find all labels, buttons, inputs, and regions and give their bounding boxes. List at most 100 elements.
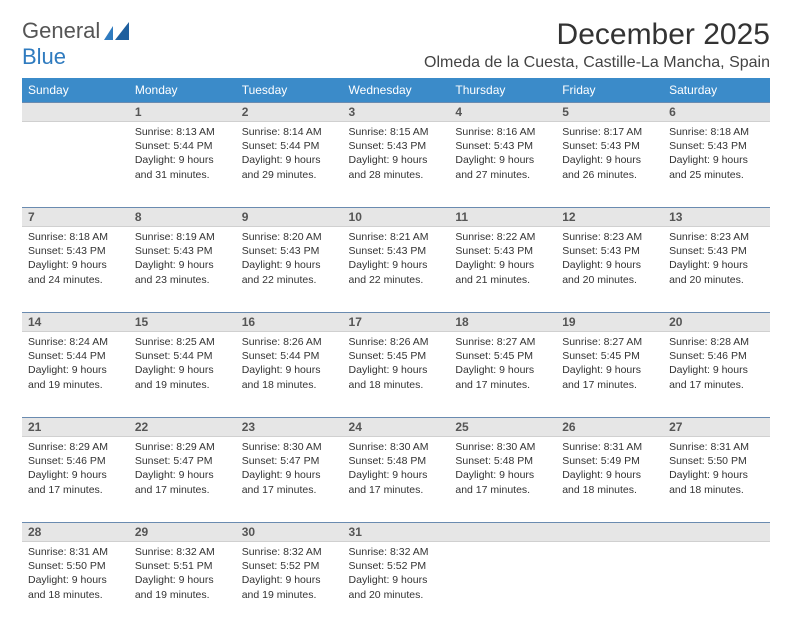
sunrise-text: Sunrise: 8:16 AM [455, 125, 550, 139]
day-content-cell: Sunrise: 8:31 AMSunset: 5:50 PMDaylight:… [22, 542, 129, 628]
daylight-text: Daylight: 9 hours and 27 minutes. [455, 153, 550, 181]
day-number: 21 [28, 420, 41, 434]
daylight-text: Daylight: 9 hours and 20 minutes. [349, 573, 444, 601]
day-number-cell: 24 [343, 418, 450, 437]
sunrise-text: Sunrise: 8:31 AM [28, 545, 123, 559]
day-number: 5 [562, 105, 569, 119]
day-content-cell: Sunrise: 8:20 AMSunset: 5:43 PMDaylight:… [236, 227, 343, 313]
day-number: 29 [135, 525, 148, 539]
sunrise-text: Sunrise: 8:30 AM [455, 440, 550, 454]
day-number-cell [663, 523, 770, 542]
day-number: 10 [349, 210, 362, 224]
day-number-row: 28293031 [22, 523, 770, 542]
sunrise-text: Sunrise: 8:30 AM [242, 440, 337, 454]
day-content-row: Sunrise: 8:31 AMSunset: 5:50 PMDaylight:… [22, 542, 770, 628]
day-number: 11 [455, 210, 468, 224]
sunset-text: Sunset: 5:43 PM [562, 139, 657, 153]
day-content-cell [663, 542, 770, 628]
sunrise-text: Sunrise: 8:25 AM [135, 335, 230, 349]
day-content-row: Sunrise: 8:24 AMSunset: 5:44 PM Daylight:… [22, 332, 770, 418]
sunset-text: Sunset: 5:43 PM [455, 244, 550, 258]
day-number-cell: 9 [236, 208, 343, 227]
daylight-text: Daylight: 9 hours and 17 minutes. [562, 363, 657, 391]
sunset-text: Sunset: 5:45 PM [349, 349, 444, 363]
day-content-cell: Sunrise: 8:22 AMSunset: 5:43 PMDaylight:… [449, 227, 556, 313]
sunset-text: Sunset: 5:43 PM [562, 244, 657, 258]
daylight-text: Daylight: 9 hours and 17 minutes. [28, 468, 123, 496]
sunrise-text: Sunrise: 8:26 AM [349, 335, 444, 349]
day-number: 14 [28, 315, 41, 329]
weekday-header: Tuesday [236, 78, 343, 103]
day-content-cell: Sunrise: 8:31 AMSunset: 5:50 PMDaylight:… [663, 437, 770, 523]
day-number: 4 [455, 105, 462, 119]
weekday-header: Saturday [663, 78, 770, 103]
month-title: December 2025 [424, 18, 770, 52]
day-content-cell: Sunrise: 8:13 AMSunset: 5:44 PMDaylight:… [129, 122, 236, 208]
day-number-cell: 29 [129, 523, 236, 542]
sunrise-text: Sunrise: 8:29 AM [28, 440, 123, 454]
sunrise-text: Sunrise: 8:29 AM [135, 440, 230, 454]
day-number-cell: 25 [449, 418, 556, 437]
sunrise-text: Sunrise: 8:13 AM [135, 125, 230, 139]
day-number: 1 [135, 105, 142, 119]
logo-mark-icon [104, 22, 130, 40]
day-number: 9 [242, 210, 249, 224]
day-number: 28 [28, 525, 41, 539]
sunrise-text: Sunrise: 8:26 AM [242, 335, 337, 349]
day-number-row: 14151617181920 [22, 313, 770, 332]
day-number-cell: 20 [663, 313, 770, 332]
logo-text-general: General [22, 18, 100, 44]
sunset-text: Sunset: 5:50 PM [28, 559, 123, 573]
day-number-cell: 3 [343, 103, 450, 122]
day-content-cell: Sunrise: 8:30 AMSunset: 5:48 PMDaylight:… [449, 437, 556, 523]
day-number: 17 [349, 315, 362, 329]
day-number-cell: 2 [236, 103, 343, 122]
sunset-text: Sunset: 5:43 PM [349, 244, 444, 258]
sunrise-text: Sunrise: 8:27 AM [455, 335, 550, 349]
sunrise-text: Sunrise: 8:24 AM [28, 335, 123, 349]
day-content-cell: Sunrise: 8:26 AMSunset: 5:44 PMDaylight:… [236, 332, 343, 418]
daylight-text: Daylight: 9 hours and 19 minutes. [135, 363, 230, 391]
sunset-text: Sunset: 5:47 PM [242, 454, 337, 468]
day-content-cell: Sunrise: 8:19 AMSunset: 5:43 PMDaylight:… [129, 227, 236, 313]
sunset-text: Sunset: 5:44 PM [28, 349, 123, 363]
day-content-cell [449, 542, 556, 628]
day-number-cell: 10 [343, 208, 450, 227]
day-number-cell [22, 103, 129, 122]
sunset-text: Sunset: 5:45 PM [455, 349, 550, 363]
day-number-cell: 17 [343, 313, 450, 332]
day-number: 25 [455, 420, 468, 434]
daylight-text: Daylight: 9 hours and 26 minutes. [562, 153, 657, 181]
day-number-cell: 26 [556, 418, 663, 437]
sunset-text: Sunset: 5:43 PM [669, 139, 764, 153]
day-number-cell: 14 [22, 313, 129, 332]
sunrise-text: Sunrise: 8:21 AM [349, 230, 444, 244]
sunset-text: Sunset: 5:51 PM [135, 559, 230, 573]
daylight-text: Daylight: 9 hours and 17 minutes. [455, 363, 550, 391]
daylight-text: Daylight: 9 hours and 17 minutes. [349, 468, 444, 496]
daylight-text: Daylight: 9 hours and 19 minutes. [135, 573, 230, 601]
sunset-text: Sunset: 5:46 PM [28, 454, 123, 468]
sunset-text: Sunset: 5:46 PM [669, 349, 764, 363]
day-content-cell: Sunrise: 8:14 AMSunset: 5:44 PMDaylight:… [236, 122, 343, 208]
day-number-cell: 23 [236, 418, 343, 437]
daylight-text: Daylight: 9 hours and 17 minutes. [669, 363, 764, 391]
day-content-cell: Sunrise: 8:30 AMSunset: 5:48 PMDaylight:… [343, 437, 450, 523]
day-number-row: 78910111213 [22, 208, 770, 227]
sunset-text: Sunset: 5:52 PM [349, 559, 444, 573]
day-number: 2 [242, 105, 249, 119]
sunset-text: Sunset: 5:48 PM [455, 454, 550, 468]
daylight-text: Daylight: 9 hours and 29 minutes. [242, 153, 337, 181]
daylight-text: Daylight: 9 hours and 24 minutes. [28, 258, 123, 286]
sunrise-text: Sunrise: 8:32 AM [135, 545, 230, 559]
sunset-text: Sunset: 5:52 PM [242, 559, 337, 573]
day-number-cell [556, 523, 663, 542]
daylight-text: Daylight: 9 hours and 18 minutes. [28, 573, 123, 601]
weekday-header: Monday [129, 78, 236, 103]
day-content-cell: Sunrise: 8:26 AMSunset: 5:45 PMDaylight:… [343, 332, 450, 418]
day-number-cell: 4 [449, 103, 556, 122]
day-content-row: Sunrise: 8:29 AMSunset: 5:46 PMDaylight:… [22, 437, 770, 523]
day-number-cell: 30 [236, 523, 343, 542]
day-number: 24 [349, 420, 362, 434]
daylight-text: Daylight: 9 hours and 17 minutes. [135, 468, 230, 496]
